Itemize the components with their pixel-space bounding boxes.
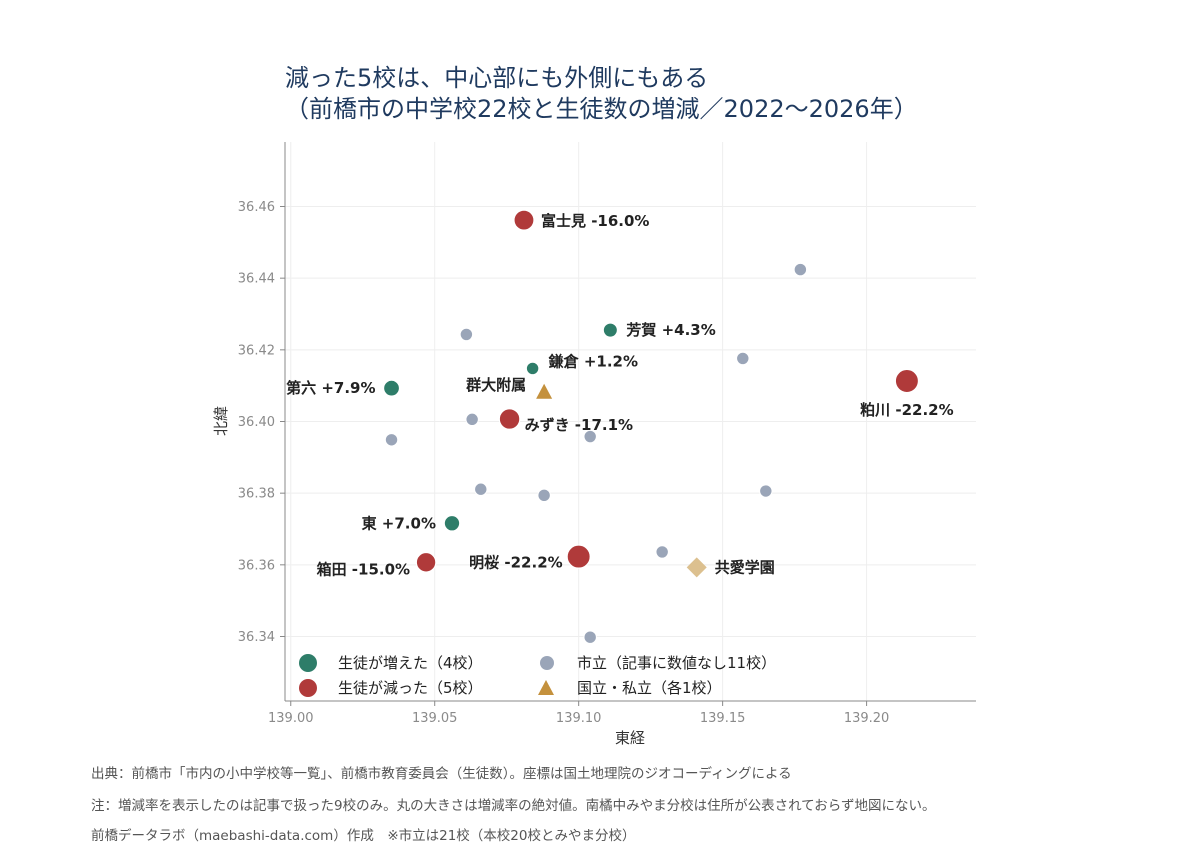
school-point-decreased [894,368,920,394]
school-point-increased [382,379,401,397]
data-label: 箱田 -15.0% [317,560,411,578]
legend-label-decreased: 生徒が減った（5校） [338,679,483,697]
data-label: 群大附属 [466,376,526,394]
school-point-decreased [415,551,437,573]
footnote-note: 注：増減率を表示したのは記事で扱った9校のみ。丸の大きさは増減率の絶対値。南橘中… [91,798,936,814]
school-point-city [655,545,669,559]
school-point-city [465,412,479,427]
y-tick-label: 36.34 [238,630,275,645]
school-point-city [459,327,474,342]
school-point-increased [525,361,540,376]
data-points [382,209,920,644]
y-tick-label: 36.36 [238,558,275,573]
school-point-decreased [513,209,535,231]
legend-label-increased: 生徒が増えた（4校） [338,654,483,672]
chart-title-line-2: （前橋市の中学校22校と生徒数の増減／2022〜2026年） [285,95,918,123]
school-point-increased [443,514,461,532]
legend: 生徒が増えた（4校） 生徒が減った（5校） 市立（記事に数値なし11校） 国立・… [299,654,776,697]
y-tick-label: 36.46 [238,200,275,215]
school-point-national [536,383,553,399]
school-point-decreased [498,408,521,430]
school-point-city [759,484,773,498]
school-point-city [474,482,488,496]
school-point-city [736,351,750,366]
y-tick-label: 36.38 [238,487,275,502]
legend-label-city: 市立（記事に数値なし11校） [577,654,776,672]
footnote-credit: 前橋データラボ（maebashi-data.com）作成 ※市立は21校（本校2… [91,828,636,844]
data-label: 芳賀 +4.3% [626,321,715,339]
chart-title-line-1: 減った5校は、中心部にも外側にもある [285,64,708,92]
data-label: 鎌倉 +1.2% [548,352,638,370]
data-label: 明桜 -22.2% [469,554,563,572]
tick-labels: 139.00 139.05 139.10 139.15 139.20 36.34 36.36… [238,200,890,726]
x-tick-label: 139.05 [412,711,458,726]
school-point-city [537,488,551,503]
data-label: 第六 +7.9% [286,379,375,397]
legend-marker-national-private [538,680,554,695]
data-label: みずき -17.1% [525,416,634,434]
data-labels: 芳賀 +4.3% 鎌倉 +1.2% 第六 +7.9% 東 +7.0% 富士見 -16.0… [286,212,954,578]
school-point-city [793,262,808,277]
x-axis-label: 東経 [615,729,645,747]
x-tick-label: 139.20 [844,711,890,726]
school-point-city [583,630,597,644]
data-label: 東 +7.0% [362,514,436,532]
x-tick-label: 139.15 [700,711,746,726]
legend-marker-city [540,656,554,670]
y-tick-label: 36.42 [238,343,275,358]
axes [280,142,976,706]
school-point-decreased [566,544,591,569]
y-tick-label: 36.44 [238,272,275,287]
footnote-source: 出典：前橋市「市内の小中学校等一覧」、前橋市教育委員会（生徒数）。座標は国土地理… [91,766,792,782]
gridlines [285,142,976,701]
legend-marker-increased [299,654,317,672]
school-point-increased [602,322,619,338]
data-label: 富士見 -16.0% [541,212,650,230]
legend-label-national-private: 国立・私立（各1校） [577,679,722,697]
data-label: 粕川 -22.2% [860,401,954,419]
legend-marker-decreased [299,679,317,697]
school-point-city [384,433,399,447]
y-axis-label: 北緯 [212,406,230,436]
school-point-city [583,429,597,444]
x-tick-label: 139.00 [268,711,314,726]
data-label: 共愛学園 [715,558,775,576]
school-point-private [686,557,707,578]
y-tick-label: 36.40 [238,415,275,430]
x-tick-label: 139.10 [556,711,602,726]
